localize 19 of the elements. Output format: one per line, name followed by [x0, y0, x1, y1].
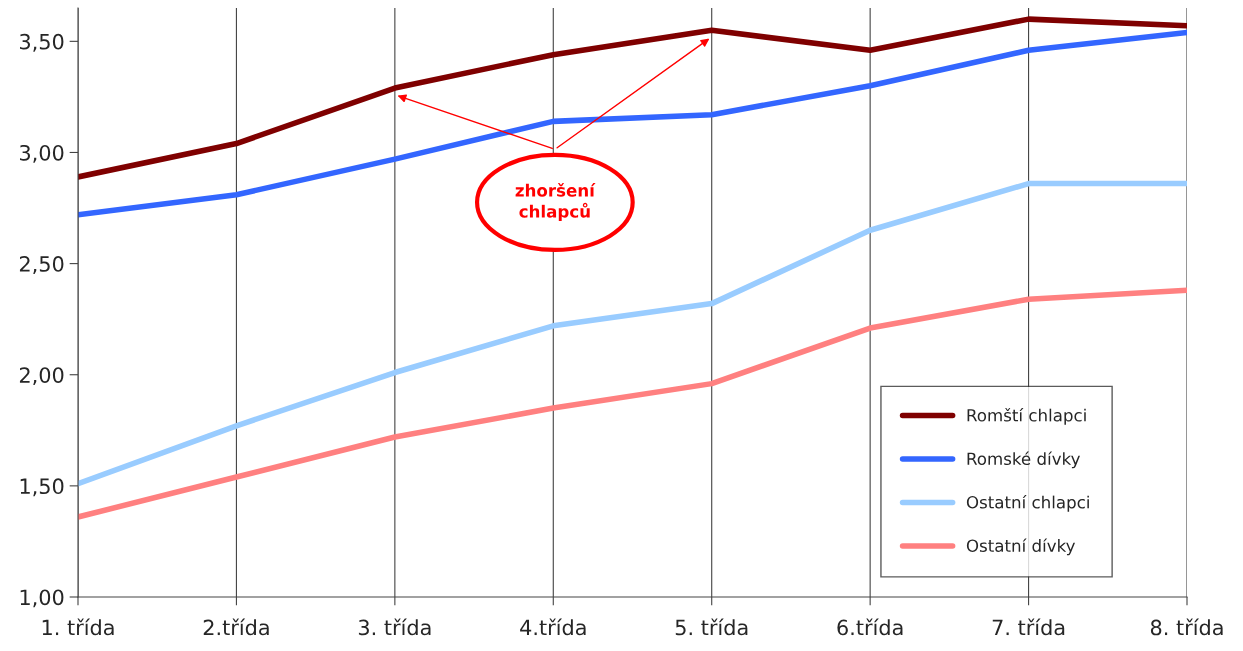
y-tick-label: 1,00 [20, 589, 64, 608]
legend-label: Ostatní chlapci [966, 494, 1089, 512]
legend-label: Romské dívky [967, 451, 1080, 469]
legend-label: Ostatní dívky [966, 538, 1076, 556]
y-tick-label: 2,00 [19, 367, 64, 386]
y-tick-label: 3,50 [20, 33, 64, 52]
legend-label: Romští chlapci [967, 408, 1086, 425]
annotation: zhoršení chlapců [515, 183, 596, 221]
x-tick-label: 3. třída [358, 618, 431, 636]
x-tick-label: 2.třída [203, 618, 269, 636]
y-tick-label: 3,00 [20, 144, 64, 163]
y-tick-label: 1,50 [20, 478, 64, 497]
x-tick-label: 5. třída [675, 618, 748, 636]
x-tick-label: 7. třída [992, 618, 1065, 636]
x-tick-label: 1. třída [42, 618, 114, 636]
x-tick-label: 8. třída [1150, 618, 1223, 636]
x-tick-label: 6.třída [837, 618, 903, 636]
y-tick-label: 2,50 [19, 256, 64, 274]
x-tick-label: 4.třída [520, 618, 586, 636]
